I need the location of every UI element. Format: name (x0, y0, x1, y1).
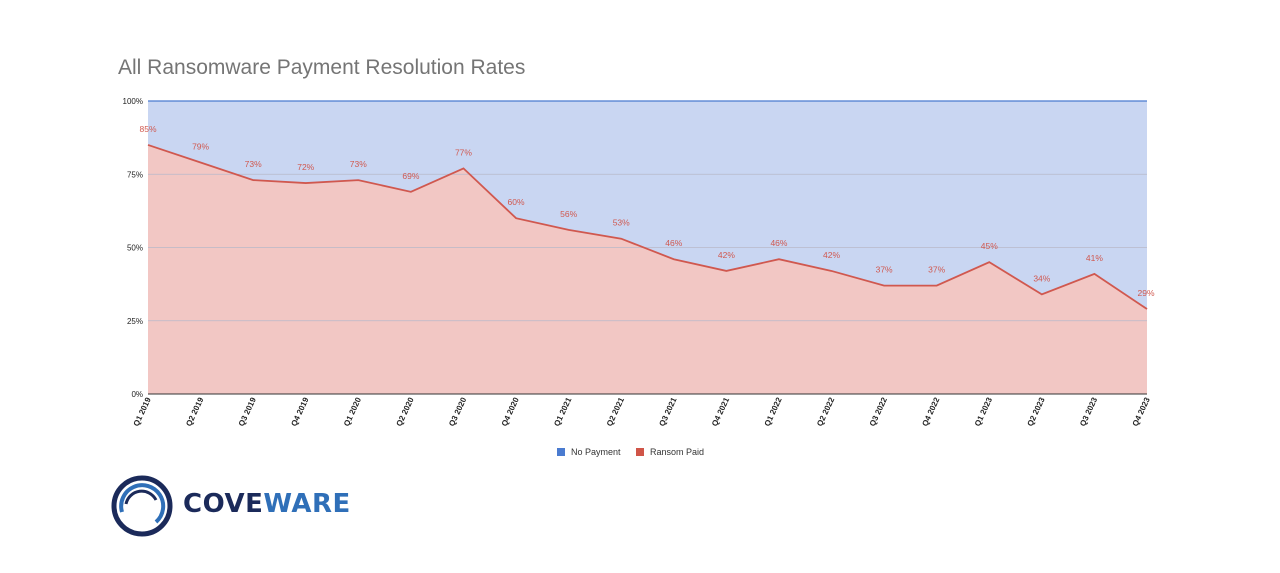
x-tick-label: Q4 2019 (289, 396, 310, 428)
x-tick-label: Q4 2020 (500, 396, 521, 428)
data-label: 56% (560, 209, 577, 219)
data-label: 77% (455, 147, 472, 157)
data-label: 73% (350, 159, 367, 169)
series-line-ransom-paid (147, 144, 1148, 310)
x-tick-label: Q3 2022 (868, 396, 889, 428)
data-label: 85% (139, 124, 156, 134)
legend-swatch-no-payment (557, 448, 565, 456)
coveware-logo-icon (111, 475, 173, 537)
x-tick-label: Q3 2020 (447, 396, 468, 428)
y-tick-label: 25% (127, 317, 143, 326)
x-tick-label: Q2 2022 (815, 396, 836, 428)
x-tick-label: Q3 2023 (1078, 396, 1099, 428)
x-tick-label: Q1 2019 (132, 396, 153, 428)
x-tick-label: Q2 2021 (605, 396, 626, 428)
legend-label-no-payment: No Payment (571, 447, 621, 457)
y-tick-label: 100% (123, 97, 143, 106)
x-tick-label: Q3 2021 (657, 396, 678, 428)
y-tick-label: 75% (127, 170, 143, 179)
y-tick-label: 0% (131, 390, 143, 399)
data-label: 53% (613, 218, 630, 228)
x-tick-label: Q1 2023 (973, 396, 994, 428)
chart-title: All Ransomware Payment Resolution Rates (118, 56, 526, 79)
logo-text-cove: COVE (183, 489, 264, 519)
data-label: 46% (665, 238, 682, 248)
x-tick-label: Q1 2020 (342, 396, 363, 428)
data-label: 72% (297, 162, 314, 172)
x-tick-label: Q4 2023 (1131, 396, 1152, 428)
data-label: 69% (402, 171, 419, 181)
data-label: 41% (1086, 253, 1103, 263)
data-label: 79% (192, 142, 209, 152)
data-label: 42% (823, 250, 840, 260)
legend-label-ransom-paid: Ransom Paid (650, 447, 704, 457)
data-label: 37% (928, 265, 945, 275)
x-tick-label: Q3 2019 (237, 396, 258, 428)
area-ransom-paid (148, 144, 1147, 394)
data-label: 42% (718, 250, 735, 260)
data-label: 34% (1033, 273, 1050, 283)
data-label: 45% (981, 241, 998, 251)
x-tick-label: Q2 2019 (184, 396, 205, 428)
data-label: 60% (508, 197, 525, 207)
data-label: 46% (770, 238, 787, 248)
data-label: 37% (876, 265, 893, 275)
logo-text-ware: WARE (263, 489, 351, 519)
data-label: 73% (245, 159, 262, 169)
x-tick-label: Q2 2023 (1026, 396, 1047, 428)
legend-swatch-ransom-paid (636, 448, 644, 456)
data-label: 29% (1137, 288, 1154, 298)
x-tick-label: Q2 2020 (395, 396, 416, 428)
x-tick-label: Q4 2021 (710, 396, 731, 428)
x-tick-label: Q4 2022 (920, 396, 941, 428)
y-tick-label: 50% (127, 244, 143, 253)
x-tick-label: Q1 2022 (763, 396, 784, 428)
coveware-wordmark: COVEWARE (183, 489, 351, 519)
x-tick-label: Q1 2021 (552, 396, 573, 428)
